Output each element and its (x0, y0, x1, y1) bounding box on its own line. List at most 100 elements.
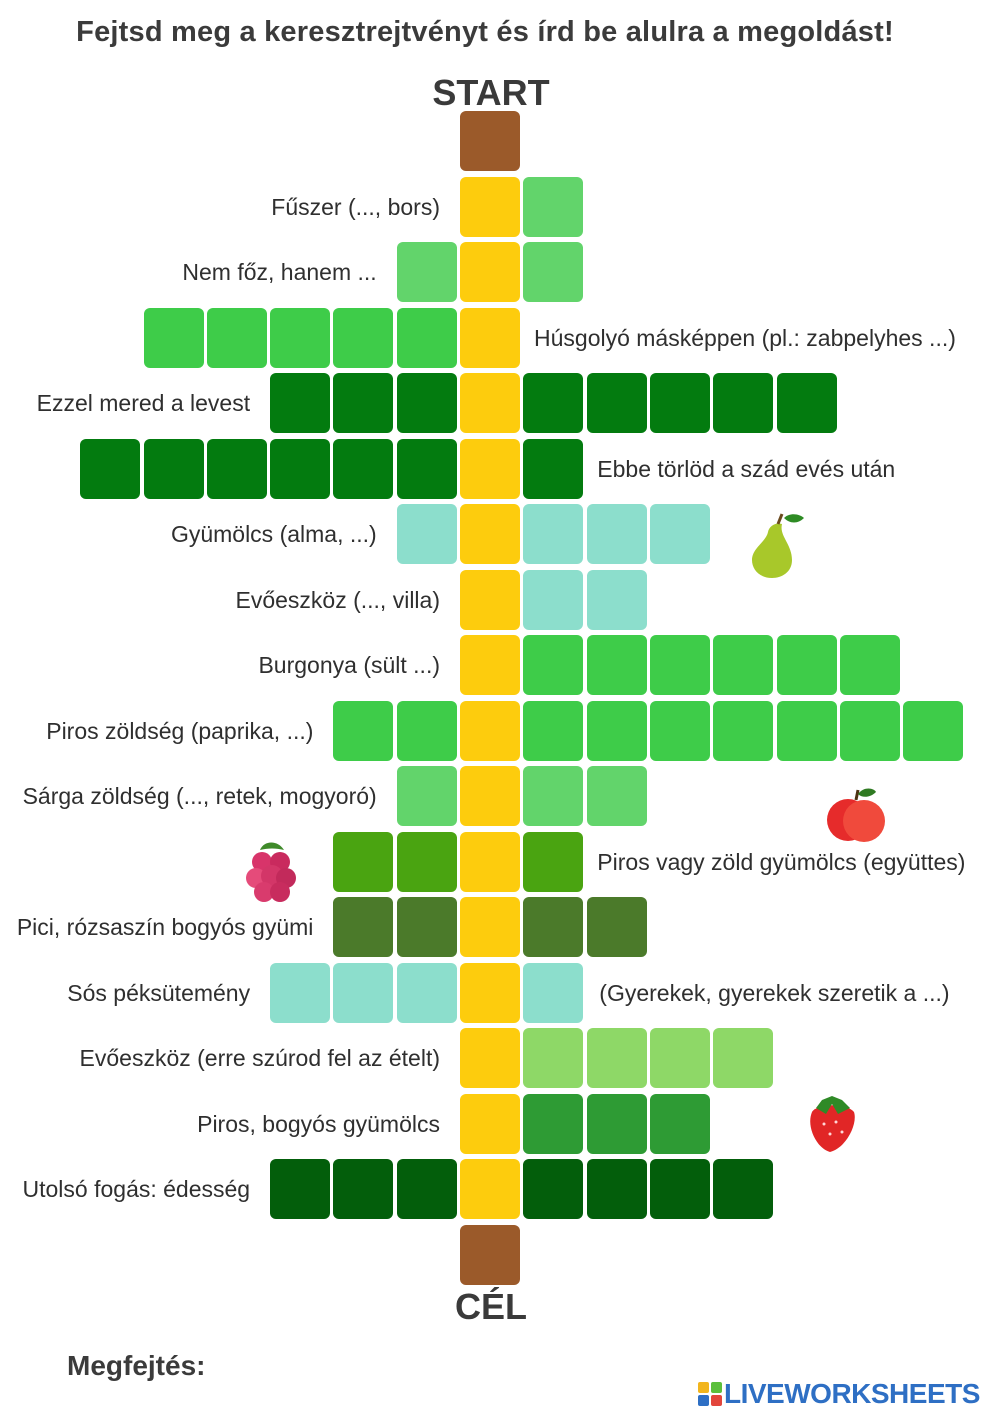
clue-text-4: Ezzel mered a levest (36, 390, 251, 416)
answer-cell[interactable] (776, 701, 837, 761)
answer-cell[interactable] (523, 635, 584, 695)
key-cell-15[interactable] (460, 1028, 520, 1088)
answer-cell[interactable] (206, 308, 267, 368)
answer-cell[interactable] (396, 766, 457, 826)
key-cell-8[interactable] (460, 635, 520, 695)
answer-cell[interactable] (270, 373, 331, 433)
answer-cell[interactable] (333, 832, 394, 892)
answer-cell[interactable] (143, 308, 204, 368)
key-cell-16[interactable] (460, 1094, 520, 1154)
answer-cell[interactable] (586, 1028, 647, 1088)
answer-cell[interactable] (396, 439, 457, 499)
key-cell-7[interactable] (460, 570, 520, 630)
key-cell-2[interactable] (460, 242, 520, 302)
answer-cell[interactable] (523, 832, 584, 892)
answer-cell[interactable] (270, 963, 331, 1023)
answer-cell[interactable] (333, 897, 394, 957)
answer-cell[interactable] (776, 373, 837, 433)
answer-cell[interactable] (143, 439, 204, 499)
answer-cell[interactable] (396, 701, 457, 761)
answer-cell[interactable] (713, 701, 774, 761)
answer-cell[interactable] (396, 308, 457, 368)
clue-text-9: Piros zöldség (paprika, ...) (46, 718, 314, 744)
answer-cell[interactable] (333, 701, 394, 761)
answer-cell[interactable] (776, 635, 837, 695)
clue-text-10: Sárga zöldség (..., retek, mogyoró) (22, 783, 377, 809)
answer-cell[interactable] (649, 1159, 710, 1219)
answer-cell[interactable] (270, 439, 331, 499)
answer-cell[interactable] (586, 373, 647, 433)
answer-cell[interactable] (586, 701, 647, 761)
answer-cell[interactable] (523, 1094, 584, 1154)
key-cell-9[interactable] (460, 701, 520, 761)
answer-cell[interactable] (396, 897, 457, 957)
answer-cell[interactable] (839, 635, 900, 695)
answer-cell[interactable] (649, 1028, 710, 1088)
key-cell-11[interactable] (460, 832, 520, 892)
answer-cell[interactable] (333, 439, 394, 499)
answer-cell[interactable] (396, 504, 457, 564)
answer-cell[interactable] (586, 570, 647, 630)
answer-cell[interactable] (649, 373, 710, 433)
answer-cell[interactable] (206, 439, 267, 499)
key-cell-17[interactable] (460, 1159, 520, 1219)
answer-cell[interactable] (903, 701, 964, 761)
answer-cell[interactable] (586, 504, 647, 564)
answer-cell[interactable] (333, 373, 394, 433)
answer-cell[interactable] (649, 504, 710, 564)
goal-cap-cell (460, 1225, 520, 1285)
answer-cell[interactable] (396, 1159, 457, 1219)
key-cell-4[interactable] (460, 373, 520, 433)
strawberry-icon (810, 1096, 855, 1152)
answer-cell[interactable] (270, 308, 331, 368)
answer-cell[interactable] (523, 242, 584, 302)
answer-cell[interactable] (523, 439, 584, 499)
answer-cell[interactable] (270, 1159, 331, 1219)
start-cap-cell (460, 111, 520, 171)
clue-text-8: Burgonya (sült ...) (258, 652, 440, 678)
answer-cell[interactable] (523, 1159, 584, 1219)
clue-text-6: Gyümölcs (alma, ...) (170, 521, 377, 547)
key-cell-3[interactable] (460, 308, 520, 368)
answer-cell[interactable] (713, 373, 774, 433)
clue-text-12: Pici, rózsaszín bogyós gyümi (16, 914, 314, 940)
goal-label: CÉL (455, 1286, 527, 1327)
answer-cell[interactable] (586, 897, 647, 957)
answer-cell[interactable] (523, 373, 584, 433)
answer-cell[interactable] (649, 1094, 710, 1154)
key-cell-1[interactable] (460, 177, 520, 237)
answer-cell[interactable] (523, 963, 584, 1023)
answer-cell[interactable] (80, 439, 141, 499)
answer-cell[interactable] (396, 373, 457, 433)
answer-cell[interactable] (523, 1028, 584, 1088)
answer-cell[interactable] (586, 766, 647, 826)
answer-cell[interactable] (713, 1028, 774, 1088)
answer-cell[interactable] (523, 504, 584, 564)
answer-cell[interactable] (523, 766, 584, 826)
answer-cell[interactable] (839, 701, 900, 761)
key-cell-12[interactable] (460, 897, 520, 957)
answer-cell[interactable] (333, 1159, 394, 1219)
answer-cell[interactable] (649, 701, 710, 761)
answer-cell[interactable] (396, 242, 457, 302)
key-cell-5[interactable] (460, 439, 520, 499)
answer-cell[interactable] (396, 963, 457, 1023)
answer-cell[interactable] (586, 635, 647, 695)
answer-cell[interactable] (333, 963, 394, 1023)
answer-cell[interactable] (523, 570, 584, 630)
clue-text-16: Piros, bogyós gyümölcs (197, 1111, 440, 1137)
key-cell-10[interactable] (460, 766, 520, 826)
answer-cell[interactable] (713, 635, 774, 695)
clue-text-2: Nem főz, hanem ... (182, 259, 377, 285)
answer-cell[interactable] (523, 897, 584, 957)
answer-cell[interactable] (523, 177, 584, 237)
answer-cell[interactable] (523, 701, 584, 761)
answer-cell[interactable] (713, 1159, 774, 1219)
answer-cell[interactable] (586, 1094, 647, 1154)
answer-cell[interactable] (333, 308, 394, 368)
answer-cell[interactable] (586, 1159, 647, 1219)
answer-cell[interactable] (396, 832, 457, 892)
key-cell-6[interactable] (460, 504, 520, 564)
answer-cell[interactable] (649, 635, 710, 695)
key-cell-13[interactable] (460, 963, 520, 1023)
